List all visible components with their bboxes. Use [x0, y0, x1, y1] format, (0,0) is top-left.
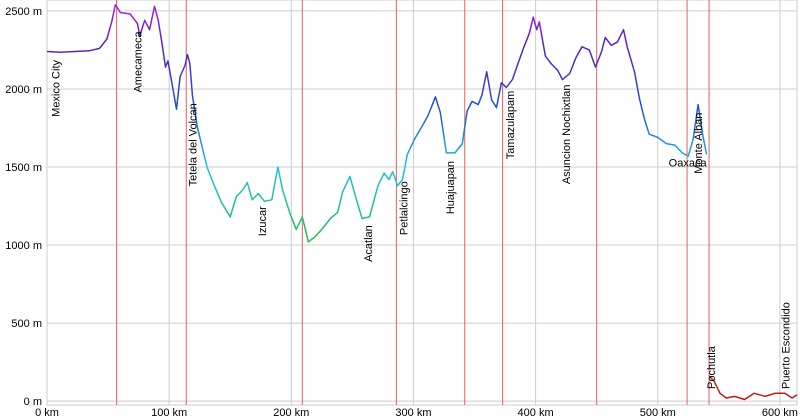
place-label: Huajuapan — [445, 161, 457, 214]
x-tick-label: 100 km — [151, 407, 187, 419]
place-label: Monte Alban — [693, 113, 705, 174]
x-tick-label: 0 km — [35, 407, 59, 419]
x-tick-label: 300 km — [395, 407, 431, 419]
x-tick-label: 200 km — [273, 407, 309, 419]
y-tick-label: 500 m — [11, 318, 42, 330]
place-label: Pochutla — [706, 345, 718, 389]
y-tick-label: 2500 m — [5, 6, 42, 18]
y-tick-label: 0 m — [24, 396, 42, 408]
place-label: Mexico City — [51, 60, 63, 117]
place-label: Tetela del Volcan — [187, 103, 199, 186]
place-label: Amecameca — [132, 31, 144, 93]
place-label: Acatlan — [363, 225, 375, 262]
plot-frame — [46, 0, 798, 406]
place-label: Tamazulapam — [505, 91, 517, 159]
elevation-line — [46, 3, 798, 401]
place-label: Oaxaca — [669, 158, 708, 170]
y-tick-label: 1000 m — [5, 240, 42, 252]
x-tick-label: 600 km — [762, 407, 798, 419]
place-label: Asuncion Nochixtlan — [561, 84, 573, 184]
place-label: Puerto Escondido — [781, 302, 793, 389]
place-label: Izucar — [257, 206, 269, 236]
place-label: Petlalcingo — [399, 181, 411, 235]
y-tick-label: 1500 m — [5, 162, 42, 174]
y-tick-label: 2000 m — [5, 84, 42, 96]
x-tick-label: 400 km — [518, 407, 554, 419]
x-tick-label: 500 km — [640, 407, 676, 419]
